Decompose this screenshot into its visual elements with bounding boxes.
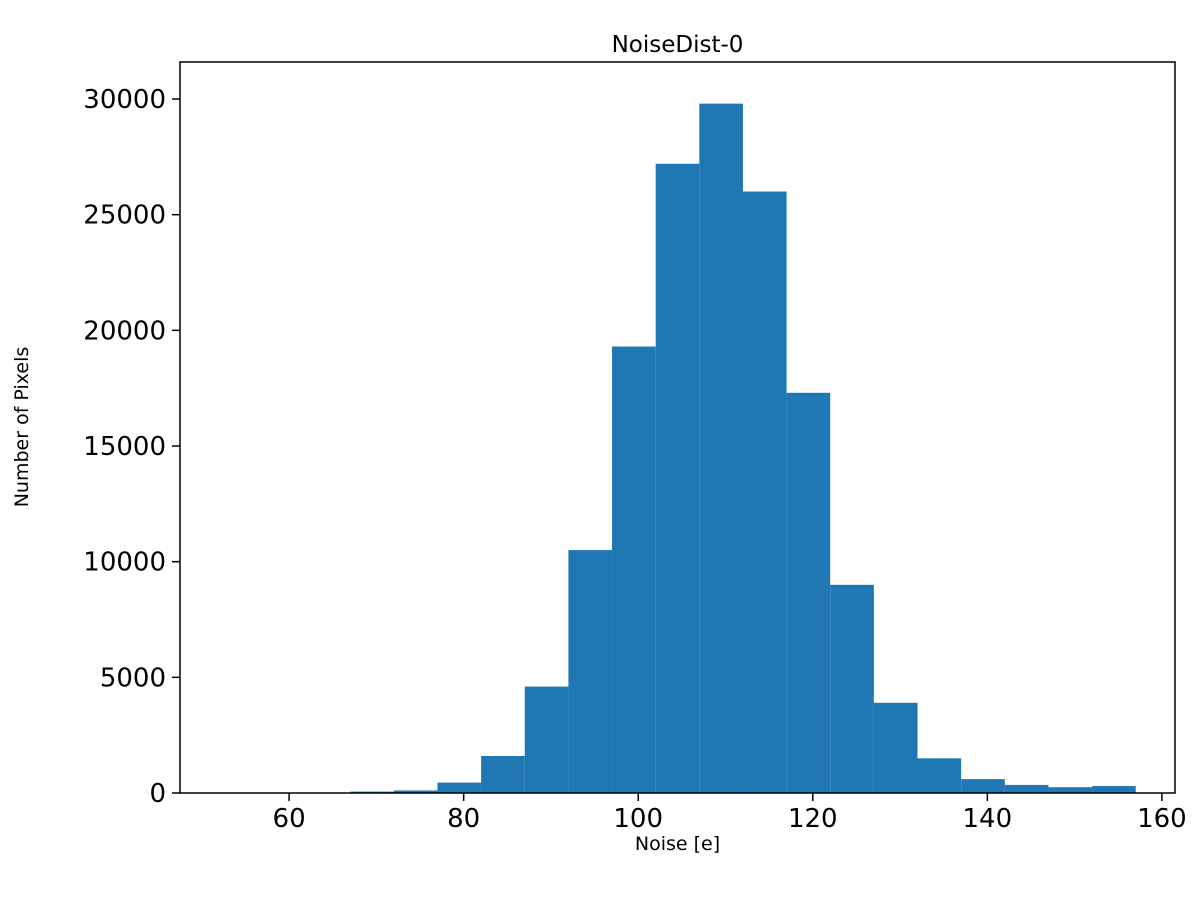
histogram-bar — [481, 755, 525, 793]
histogram-bar — [961, 779, 1005, 793]
x-tick-label: 60 — [273, 804, 306, 834]
y-tick-label: 15000 — [83, 432, 166, 462]
x-axis-label: Noise [e] — [634, 833, 721, 855]
histogram-bar — [917, 758, 962, 793]
x-tick-label: 100 — [613, 804, 663, 834]
histogram-bar — [830, 584, 874, 793]
x-axis: 60 80 100 120 140 160 — [273, 793, 1187, 834]
x-tick-label: 140 — [963, 804, 1013, 834]
histogram-bar — [1092, 786, 1136, 793]
histogram-bar — [786, 392, 831, 793]
histogram-bar — [393, 790, 438, 793]
histogram-bar — [873, 702, 918, 793]
histogram-bars — [350, 103, 1136, 794]
y-tick-label: 10000 — [83, 548, 166, 578]
histogram-bar — [1004, 784, 1049, 793]
histogram-bar — [524, 686, 569, 793]
x-tick-label: 80 — [447, 804, 480, 834]
x-tick-label: 160 — [1137, 804, 1187, 834]
y-tick-label: 5000 — [100, 663, 166, 693]
plot-border — [179, 61, 1176, 794]
histogram-bar — [742, 191, 787, 794]
y-tick-label: 20000 — [83, 316, 166, 346]
histogram-bar — [437, 782, 482, 793]
x-tick-label: 120 — [788, 804, 838, 834]
histogram-bar — [655, 163, 700, 793]
y-axis-label: Number of Pixels — [11, 346, 33, 508]
histogram-bar — [612, 346, 656, 793]
histogram-bar — [1048, 787, 1093, 793]
histogram-bar — [699, 103, 743, 793]
histogram-bar — [568, 550, 613, 793]
y-tick-label: 0 — [149, 779, 166, 809]
chart-title: NoiseDist-0 — [611, 32, 744, 58]
y-axis: 0 5000 10000 15000 20000 25000 30000 — [83, 85, 180, 809]
y-tick-label: 30000 — [83, 85, 166, 115]
y-tick-label: 25000 — [83, 201, 166, 231]
